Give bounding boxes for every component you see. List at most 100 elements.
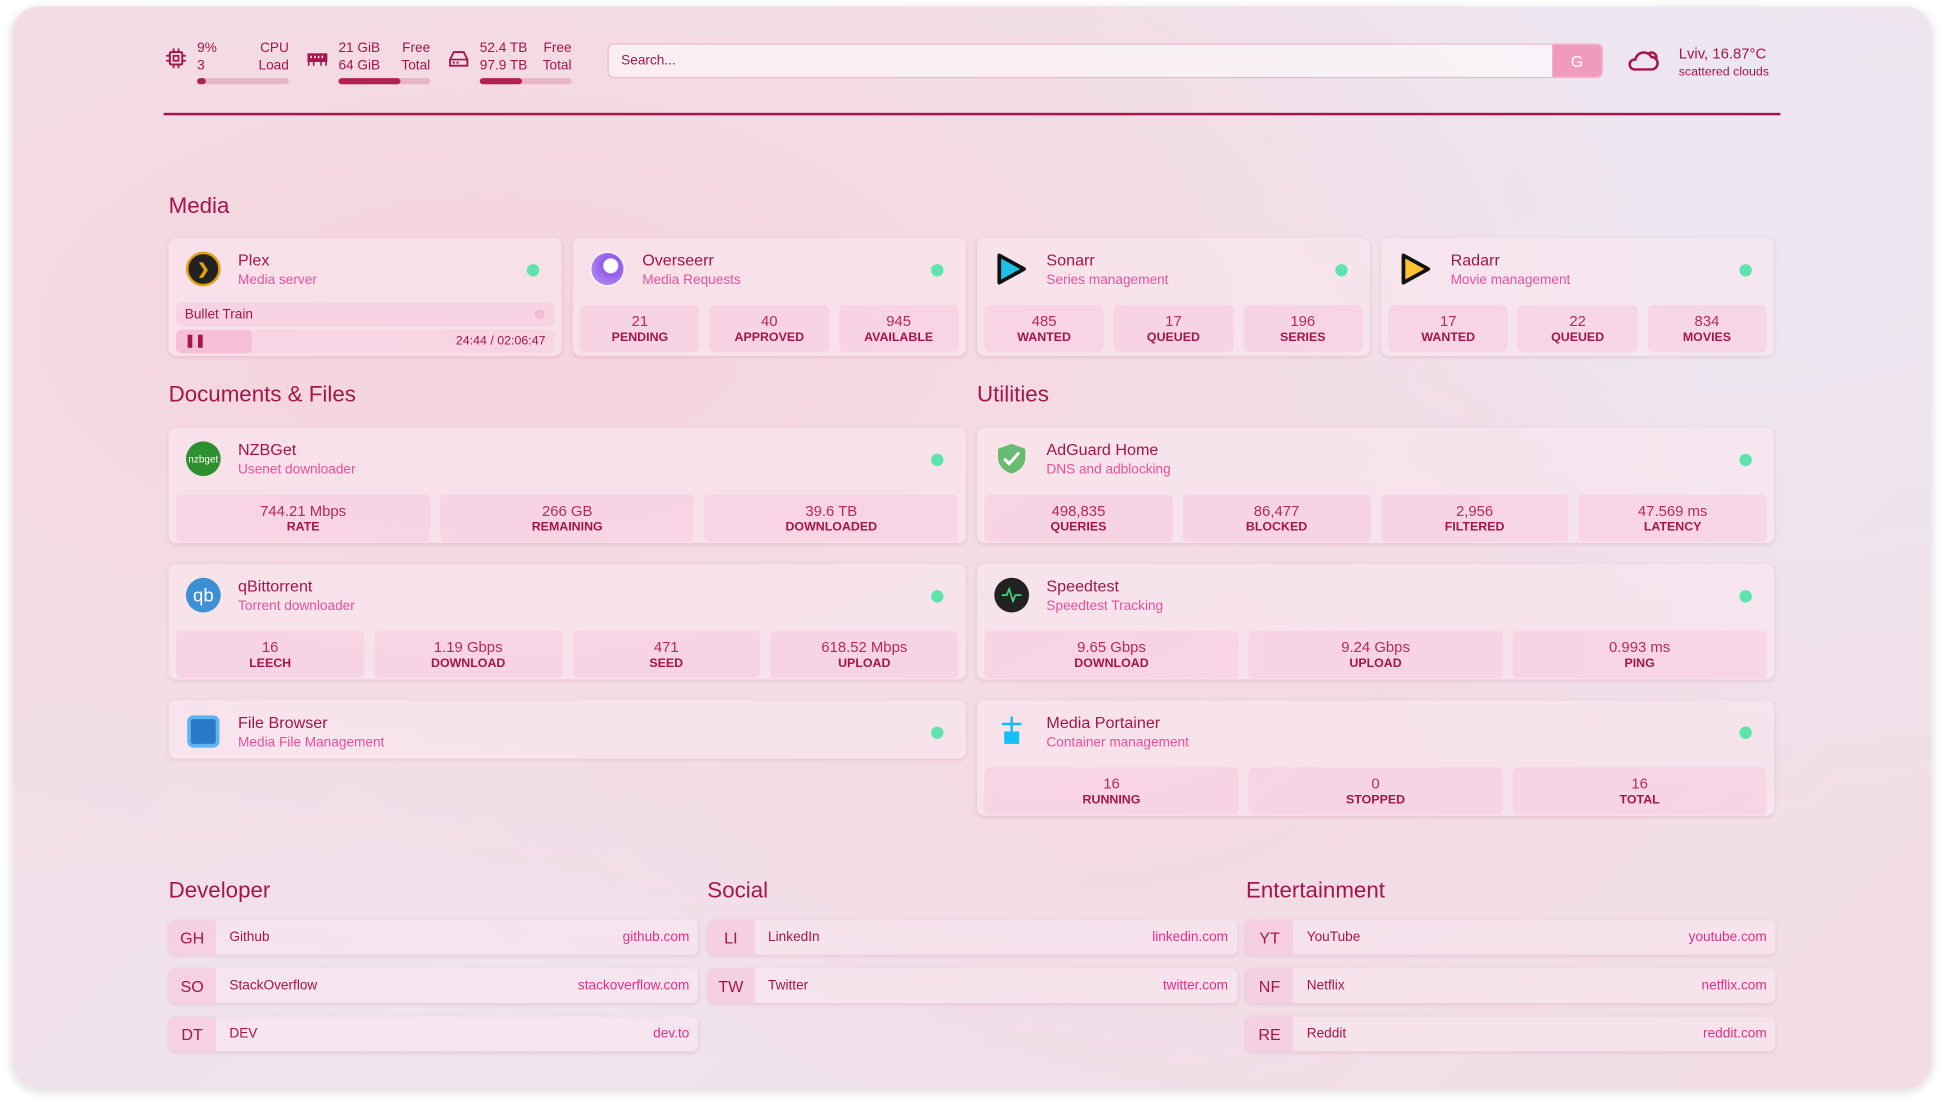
cpu-label: CPU <box>260 40 289 56</box>
service-description: Usenet downloader <box>238 462 356 478</box>
bookmark-twitter[interactable]: TW Twitter twitter.com <box>707 968 1237 1003</box>
stat-label: MOVIES <box>1682 331 1732 345</box>
stat-block: 40 APPROVED <box>709 304 829 353</box>
service-description: Media File Management <box>238 735 385 751</box>
plex-card[interactable]: ❯ Plex Media server Bullet Train ⊚ ❚❚ 24:44… <box>168 238 562 356</box>
stat-value: 16 <box>1103 774 1120 793</box>
stat-block: 21 PENDING <box>580 304 700 353</box>
sonarr-logo-icon <box>994 252 1029 287</box>
stat-label: FILTERED <box>1444 520 1505 535</box>
device-icon: ⊚ <box>534 307 546 323</box>
bookmark-abbr: SO <box>168 968 216 1003</box>
service-card-qbittorrent[interactable]: qb qBittorrent Torrent downloader 16 LEECH 1.… <box>168 564 966 680</box>
stat-block: 9.24 Gbps UPLOAD <box>1248 631 1503 679</box>
bookmark-linkedin[interactable]: LI LinkedIn linkedin.com <box>707 919 1237 955</box>
cpu-load-label: Load <box>258 58 289 74</box>
search-provider-button[interactable]: G <box>1552 44 1602 77</box>
cpu-value: 9% <box>197 40 217 56</box>
service-name: Overseerr <box>642 250 714 270</box>
status-dot <box>1335 264 1348 277</box>
stat-block: 2,956 FILTERED <box>1380 494 1569 542</box>
bookmark-netflix[interactable]: NF Netflix netflix.com <box>1245 968 1776 1003</box>
stat-value: 17 <box>1165 312 1182 330</box>
service-description: Speedtest Tracking <box>1046 598 1164 614</box>
service-name: File Browser <box>238 712 328 732</box>
stat-label: RATE <box>286 520 320 535</box>
bookmark-group-heading: Entertainment <box>1245 877 1385 903</box>
stat-value: 471 <box>653 638 679 656</box>
stat-value: 40 <box>761 312 778 330</box>
bookmark-abbr: TW <box>707 968 755 1003</box>
stat-value: 0 <box>1371 774 1380 793</box>
bookmark-abbr: DT <box>168 1016 216 1052</box>
service-card-radarr[interactable]: Radarr Movie management 17 WANTED 22 QUEUED 83… <box>1381 238 1775 356</box>
nzbget-logo-icon: nzbget <box>185 441 221 477</box>
service-name: Plex <box>238 250 270 270</box>
disk-icon <box>449 51 469 67</box>
stat-label: QUEUED <box>1146 331 1200 345</box>
service-card-nzbget[interactable]: nzbget NZBGet Usenet downloader 744.21 Mbps… <box>168 427 966 544</box>
service-description: Series management <box>1046 272 1169 288</box>
memory-total-label: Total <box>401 58 431 74</box>
bookmark-reddit[interactable]: RE Reddit reddit.com <box>1245 1016 1776 1052</box>
cpu-icon <box>166 48 186 69</box>
stat-block: 0 STOPPED <box>1248 767 1503 815</box>
service-name: Radarr <box>1450 250 1500 270</box>
documents-heading: Documents & Files <box>168 381 356 407</box>
service-card-media-portainer[interactable]: Media Portainer Container management 16 RUN… <box>976 700 1775 816</box>
stat-value: 834 <box>1694 312 1720 330</box>
service-card-sonarr[interactable]: Sonarr Series management 485 WANTED 17 QUEUED… <box>976 238 1370 356</box>
service-name: NZBGet <box>238 440 297 459</box>
stat-label: AVAILABLE <box>864 331 934 345</box>
stat-label: STOPPED <box>1346 793 1406 808</box>
bookmark-github[interactable]: GH Github github.com <box>168 919 699 955</box>
service-card-adguard-home[interactable]: AdGuard Home DNS and adblocking 498,835 QUE… <box>976 427 1775 544</box>
bookmark-abbr: RE <box>1245 1016 1294 1052</box>
bookmark-dev[interactable]: DT DEV dev.to <box>168 1016 699 1052</box>
pause-icon[interactable]: ❚❚ <box>184 334 206 349</box>
disk-total-value: 97.9 TB <box>479 58 528 74</box>
search-input[interactable] <box>608 44 1553 77</box>
stat-block: 834 MOVIES <box>1647 304 1767 353</box>
status-dot <box>1739 726 1752 739</box>
bookmark-url: dev.to <box>653 1026 690 1042</box>
stat-value: 22 <box>1569 312 1586 330</box>
stat-label: REMAINING <box>531 520 603 535</box>
stat-block: 744.21 Mbps RATE <box>176 494 431 542</box>
bookmark-youtube[interactable]: YT YouTube youtube.com <box>1245 919 1776 955</box>
bookmark-url: youtube.com <box>1688 929 1767 945</box>
stat-value: 266 GB <box>541 502 593 520</box>
header-divider <box>163 112 1781 116</box>
service-card-speedtest[interactable]: Speedtest Speedtest Tracking 9.65 Gbps DOWN… <box>976 564 1775 680</box>
bookmark-name: LinkedIn <box>768 929 820 945</box>
service-name: qBittorrent <box>238 576 313 596</box>
bookmark-abbr: GH <box>168 919 216 955</box>
stat-block: 0.993 ms PING <box>1512 631 1767 679</box>
bookmark-stackoverflow[interactable]: SO StackOverflow stackoverflow.com <box>168 968 699 1003</box>
stat-block: 16 TOTAL <box>1512 767 1767 815</box>
service-description: Movie management <box>1450 272 1571 288</box>
stat-block: 471 SEED <box>572 631 761 679</box>
plex-logo-icon: ❯ <box>185 251 221 287</box>
memory-widget: 21 GiB 64 GiB Free Total <box>306 40 431 85</box>
stat-label: PENDING <box>611 331 669 345</box>
stat-value: 0.993 ms <box>1609 638 1671 656</box>
bookmark-url: linkedin.com <box>1152 929 1229 945</box>
stat-block: 17 WANTED <box>1388 304 1509 353</box>
stat-block: 47.569 ms LATENCY <box>1578 494 1767 542</box>
stat-label: TOTAL <box>1619 793 1660 808</box>
stat-block: 618.52 Mbps UPLOAD <box>770 631 959 679</box>
stat-value: 17 <box>1440 312 1457 330</box>
stat-value: 2,956 <box>1455 502 1494 520</box>
service-card-overseerr[interactable]: Overseerr Media Requests 21 PENDING 40 APPROV… <box>572 238 966 356</box>
stat-value: 9.65 Gbps <box>1077 638 1146 656</box>
playback-progress[interactable]: ❚❚ 24:44 / 02:06:47 <box>176 329 555 354</box>
bookmark-group-heading: Social <box>707 877 769 903</box>
disk-free-label: Free <box>543 40 572 56</box>
status-dot <box>1739 590 1752 603</box>
stat-block: 266 GB REMAINING <box>440 494 695 542</box>
bookmark-name: StackOverflow <box>229 978 318 994</box>
stat-label: QUERIES <box>1050 520 1107 535</box>
stat-label: LATENCY <box>1643 520 1702 535</box>
service-card-file-browser[interactable]: File Browser Media File Management <box>168 700 966 759</box>
